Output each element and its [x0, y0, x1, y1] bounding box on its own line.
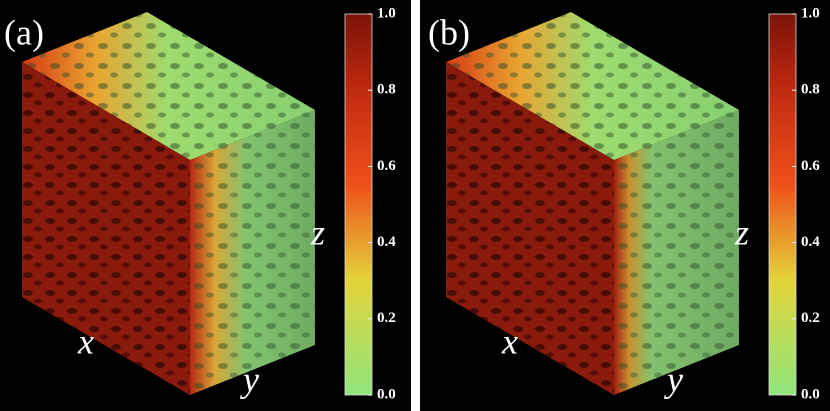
panel-label: (a): [4, 12, 44, 52]
panel: (a) x y z 0.0 0.2 0.4 0.6 0.8 1.0: [4, 5, 396, 402]
colorbar-tick-label: 0.4: [377, 234, 396, 250]
colorbar-tick-label: 0.6: [801, 158, 820, 174]
colorbar-tick-label: 1.0: [801, 5, 820, 21]
divider: [411, 0, 420, 411]
colorbar-tick-label: 0.8: [801, 82, 820, 98]
cube-front-texture: [446, 62, 614, 395]
axis-label-x: x: [501, 321, 518, 361]
axis-label-x: x: [77, 321, 94, 361]
axis-label-y: y: [240, 359, 259, 399]
colorbar-tick-label: 0.0: [801, 386, 820, 402]
colorbar-tick-label: 0.4: [801, 234, 820, 250]
cube-top-texture: [22, 12, 315, 160]
cube-front-texture: [22, 62, 190, 395]
colorbar: [768, 13, 797, 396]
axis-label-z: z: [734, 212, 749, 252]
colorbar-tick-label: 0.8: [377, 82, 396, 98]
cube-right-texture: [614, 110, 739, 395]
colorbar-tick-label: 0.6: [377, 158, 396, 174]
colorbar-tick-label: 0.2: [377, 310, 396, 326]
colorbar: [344, 13, 373, 396]
panel: (b) x y z 0.0 0.2 0.4 0.6 0.8 1.0: [428, 5, 820, 402]
axis-label-z: z: [310, 212, 325, 252]
colorbar-tick-label: 0.0: [377, 386, 396, 402]
cube-right-texture: [190, 110, 315, 395]
panel-label: (b): [428, 12, 470, 52]
colorbar-tick-label: 1.0: [377, 5, 396, 21]
colorbar-tick-label: 0.2: [801, 310, 820, 326]
cube-top-texture: [446, 12, 739, 160]
axis-label-y: y: [664, 359, 683, 399]
